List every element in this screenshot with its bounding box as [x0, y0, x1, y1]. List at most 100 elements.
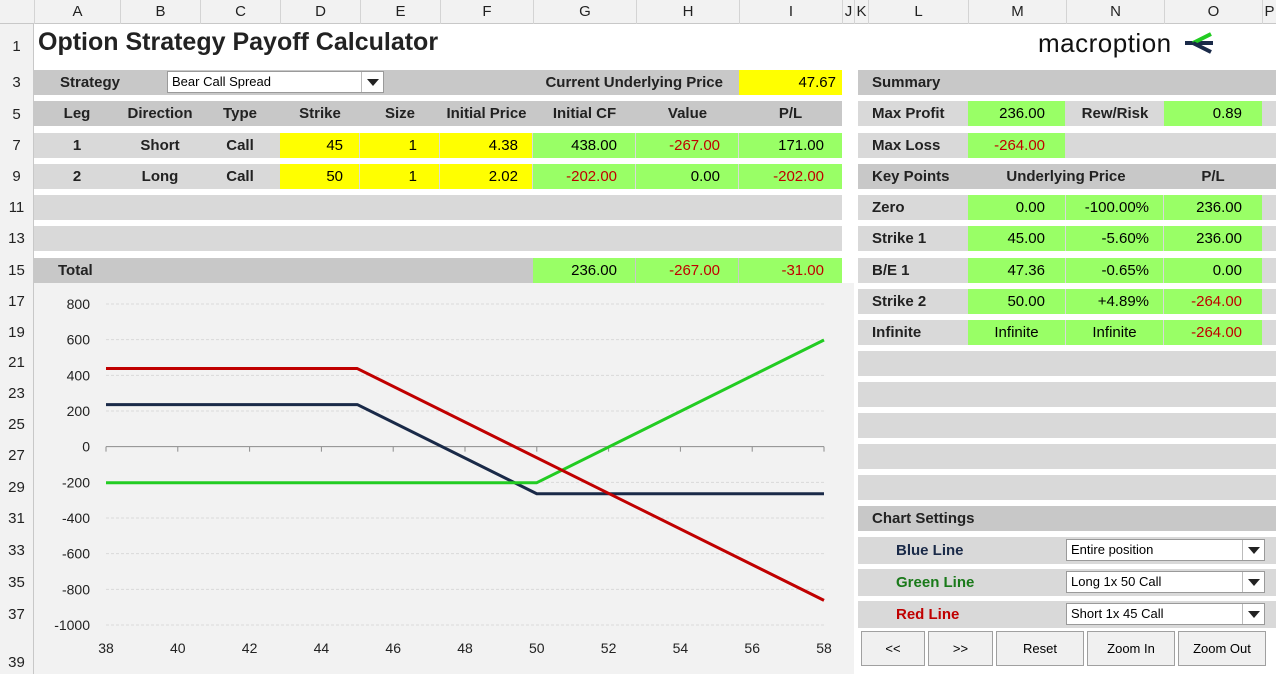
- row-header[interactable]: 25: [8, 416, 25, 433]
- row-header[interactable]: 21: [8, 354, 25, 371]
- next-button[interactable]: >>: [928, 631, 993, 666]
- red-line-label: Red Line: [896, 606, 960, 623]
- column-header[interactable]: D: [280, 0, 360, 24]
- leg-size-input[interactable]: 1: [360, 133, 439, 158]
- leg-value: -267.00: [636, 133, 738, 158]
- row-header[interactable]: 33: [8, 542, 25, 559]
- column-header-bar: A B C D E F G H I J K L M N O P: [0, 0, 1276, 24]
- page-title: Option Strategy Payoff Calculator: [38, 28, 439, 56]
- empty-row: [858, 413, 1276, 438]
- chevron-down-icon[interactable]: [1242, 572, 1264, 592]
- row-header[interactable]: 5: [12, 106, 21, 123]
- total-value: -267.00: [636, 258, 738, 283]
- blue-line-value: Entire position: [1071, 542, 1154, 557]
- column-header[interactable]: B: [120, 0, 200, 24]
- prev-button[interactable]: <<: [861, 631, 925, 666]
- x-tick-label: 42: [242, 640, 258, 656]
- legs-header-type: Type: [223, 105, 257, 122]
- chart-settings-row: [858, 506, 1276, 531]
- leg-pl: -202.00: [739, 164, 842, 189]
- legs-header-direction: Direction: [127, 105, 193, 122]
- blue-line-dropdown[interactable]: Entire position: [1066, 539, 1265, 561]
- key-point-pct: +4.89%: [1066, 289, 1163, 314]
- row-header[interactable]: 15: [8, 262, 25, 279]
- column-header[interactable]: E: [360, 0, 440, 24]
- summary-row: [858, 70, 1276, 95]
- y-tick-label: 200: [67, 403, 91, 419]
- leg-initial-cf: -202.00: [533, 164, 635, 189]
- row-header[interactable]: 1: [12, 38, 21, 55]
- underlying-price-input[interactable]: 47.67: [739, 70, 842, 95]
- column-header[interactable]: M: [968, 0, 1066, 24]
- leg-initial-price-input[interactable]: 4.38: [440, 133, 532, 158]
- row-header[interactable]: 17: [8, 293, 25, 310]
- row-header[interactable]: 39: [8, 654, 25, 671]
- zoom-in-button[interactable]: Zoom In: [1087, 631, 1175, 666]
- row-header[interactable]: 7: [12, 137, 21, 154]
- leg-type[interactable]: Call: [226, 137, 254, 154]
- column-header[interactable]: N: [1066, 0, 1164, 24]
- leg-direction[interactable]: Short: [140, 137, 180, 154]
- empty-row: [858, 382, 1276, 407]
- max-profit-value: 236.00: [968, 101, 1065, 126]
- column-header[interactable]: C: [200, 0, 280, 24]
- row-header[interactable]: 37: [8, 606, 25, 623]
- x-tick-label: 56: [744, 640, 760, 656]
- column-header[interactable]: H: [636, 0, 739, 24]
- row-header[interactable]: 11: [8, 199, 25, 216]
- leg-size-input[interactable]: 1: [360, 164, 439, 189]
- column-header[interactable]: L: [868, 0, 968, 24]
- key-points-header-row: [858, 164, 1276, 189]
- empty-row: [858, 351, 1276, 376]
- leg-initial-price-input[interactable]: 2.02: [440, 164, 532, 189]
- reset-button[interactable]: Reset: [996, 631, 1084, 666]
- leg-strike-input[interactable]: 45: [280, 133, 359, 158]
- key-points-label: Key Points: [872, 168, 950, 185]
- column-header[interactable]: K: [854, 0, 868, 24]
- green-line-label: Green Line: [896, 574, 975, 591]
- y-tick-label: -200: [62, 474, 90, 490]
- legs-header-value: Value: [667, 105, 708, 122]
- leg-direction[interactable]: Long: [141, 168, 179, 185]
- row-header[interactable]: 23: [8, 385, 25, 402]
- chevron-down-icon[interactable]: [1242, 540, 1264, 560]
- key-point-pct: -5.60%: [1066, 226, 1163, 251]
- row-header[interactable]: 27: [8, 447, 25, 464]
- row-header[interactable]: 31: [8, 510, 25, 527]
- strategy-value: Bear Call Spread: [172, 74, 271, 89]
- x-tick-label: 50: [529, 640, 545, 656]
- column-header[interactable]: P: [1262, 0, 1276, 24]
- row-header[interactable]: 3: [12, 74, 21, 91]
- row-header[interactable]: 19: [8, 324, 25, 341]
- legs-header-size: Size: [384, 105, 415, 122]
- column-header[interactable]: J: [842, 0, 854, 24]
- key-point-label: Strike 2: [872, 293, 927, 310]
- x-tick-label: 58: [816, 640, 832, 656]
- total-pl: -31.00: [739, 258, 842, 283]
- green-line-dropdown[interactable]: Long 1x 50 Call: [1066, 571, 1265, 593]
- row-header[interactable]: 13: [8, 230, 25, 247]
- row-header[interactable]: 35: [8, 574, 25, 591]
- leg-type[interactable]: Call: [226, 168, 254, 185]
- row-header[interactable]: 9: [12, 168, 21, 185]
- chevron-down-icon[interactable]: [1242, 604, 1264, 624]
- column-header[interactable]: O: [1164, 0, 1262, 24]
- column-header[interactable]: I: [739, 0, 842, 24]
- chevron-down-icon[interactable]: [361, 72, 383, 92]
- series-line: [106, 338, 825, 485]
- leg-strike-input[interactable]: 50: [280, 164, 359, 189]
- strategy-label: Strategy: [60, 74, 121, 91]
- key-point-price: 50.00: [968, 289, 1065, 314]
- red-line-dropdown[interactable]: Short 1x 45 Call: [1066, 603, 1265, 625]
- x-tick-label: 44: [314, 640, 330, 656]
- column-header[interactable]: A: [34, 0, 120, 24]
- zoom-out-button[interactable]: Zoom Out: [1178, 631, 1266, 666]
- total-initial-cf: 236.00: [533, 258, 635, 283]
- column-header[interactable]: G: [533, 0, 636, 24]
- row-header[interactable]: 29: [8, 479, 25, 496]
- payoff-chart[interactable]: 800 600 400 200 0 -200 -400 -600 -800 -1000 38 40 42…: [34, 283, 854, 674]
- column-header[interactable]: F: [440, 0, 533, 24]
- rew-risk-label: Rew/Risk: [1081, 105, 1149, 122]
- strategy-dropdown[interactable]: Bear Call Spread: [167, 71, 384, 93]
- leg-value: 0.00: [636, 164, 738, 189]
